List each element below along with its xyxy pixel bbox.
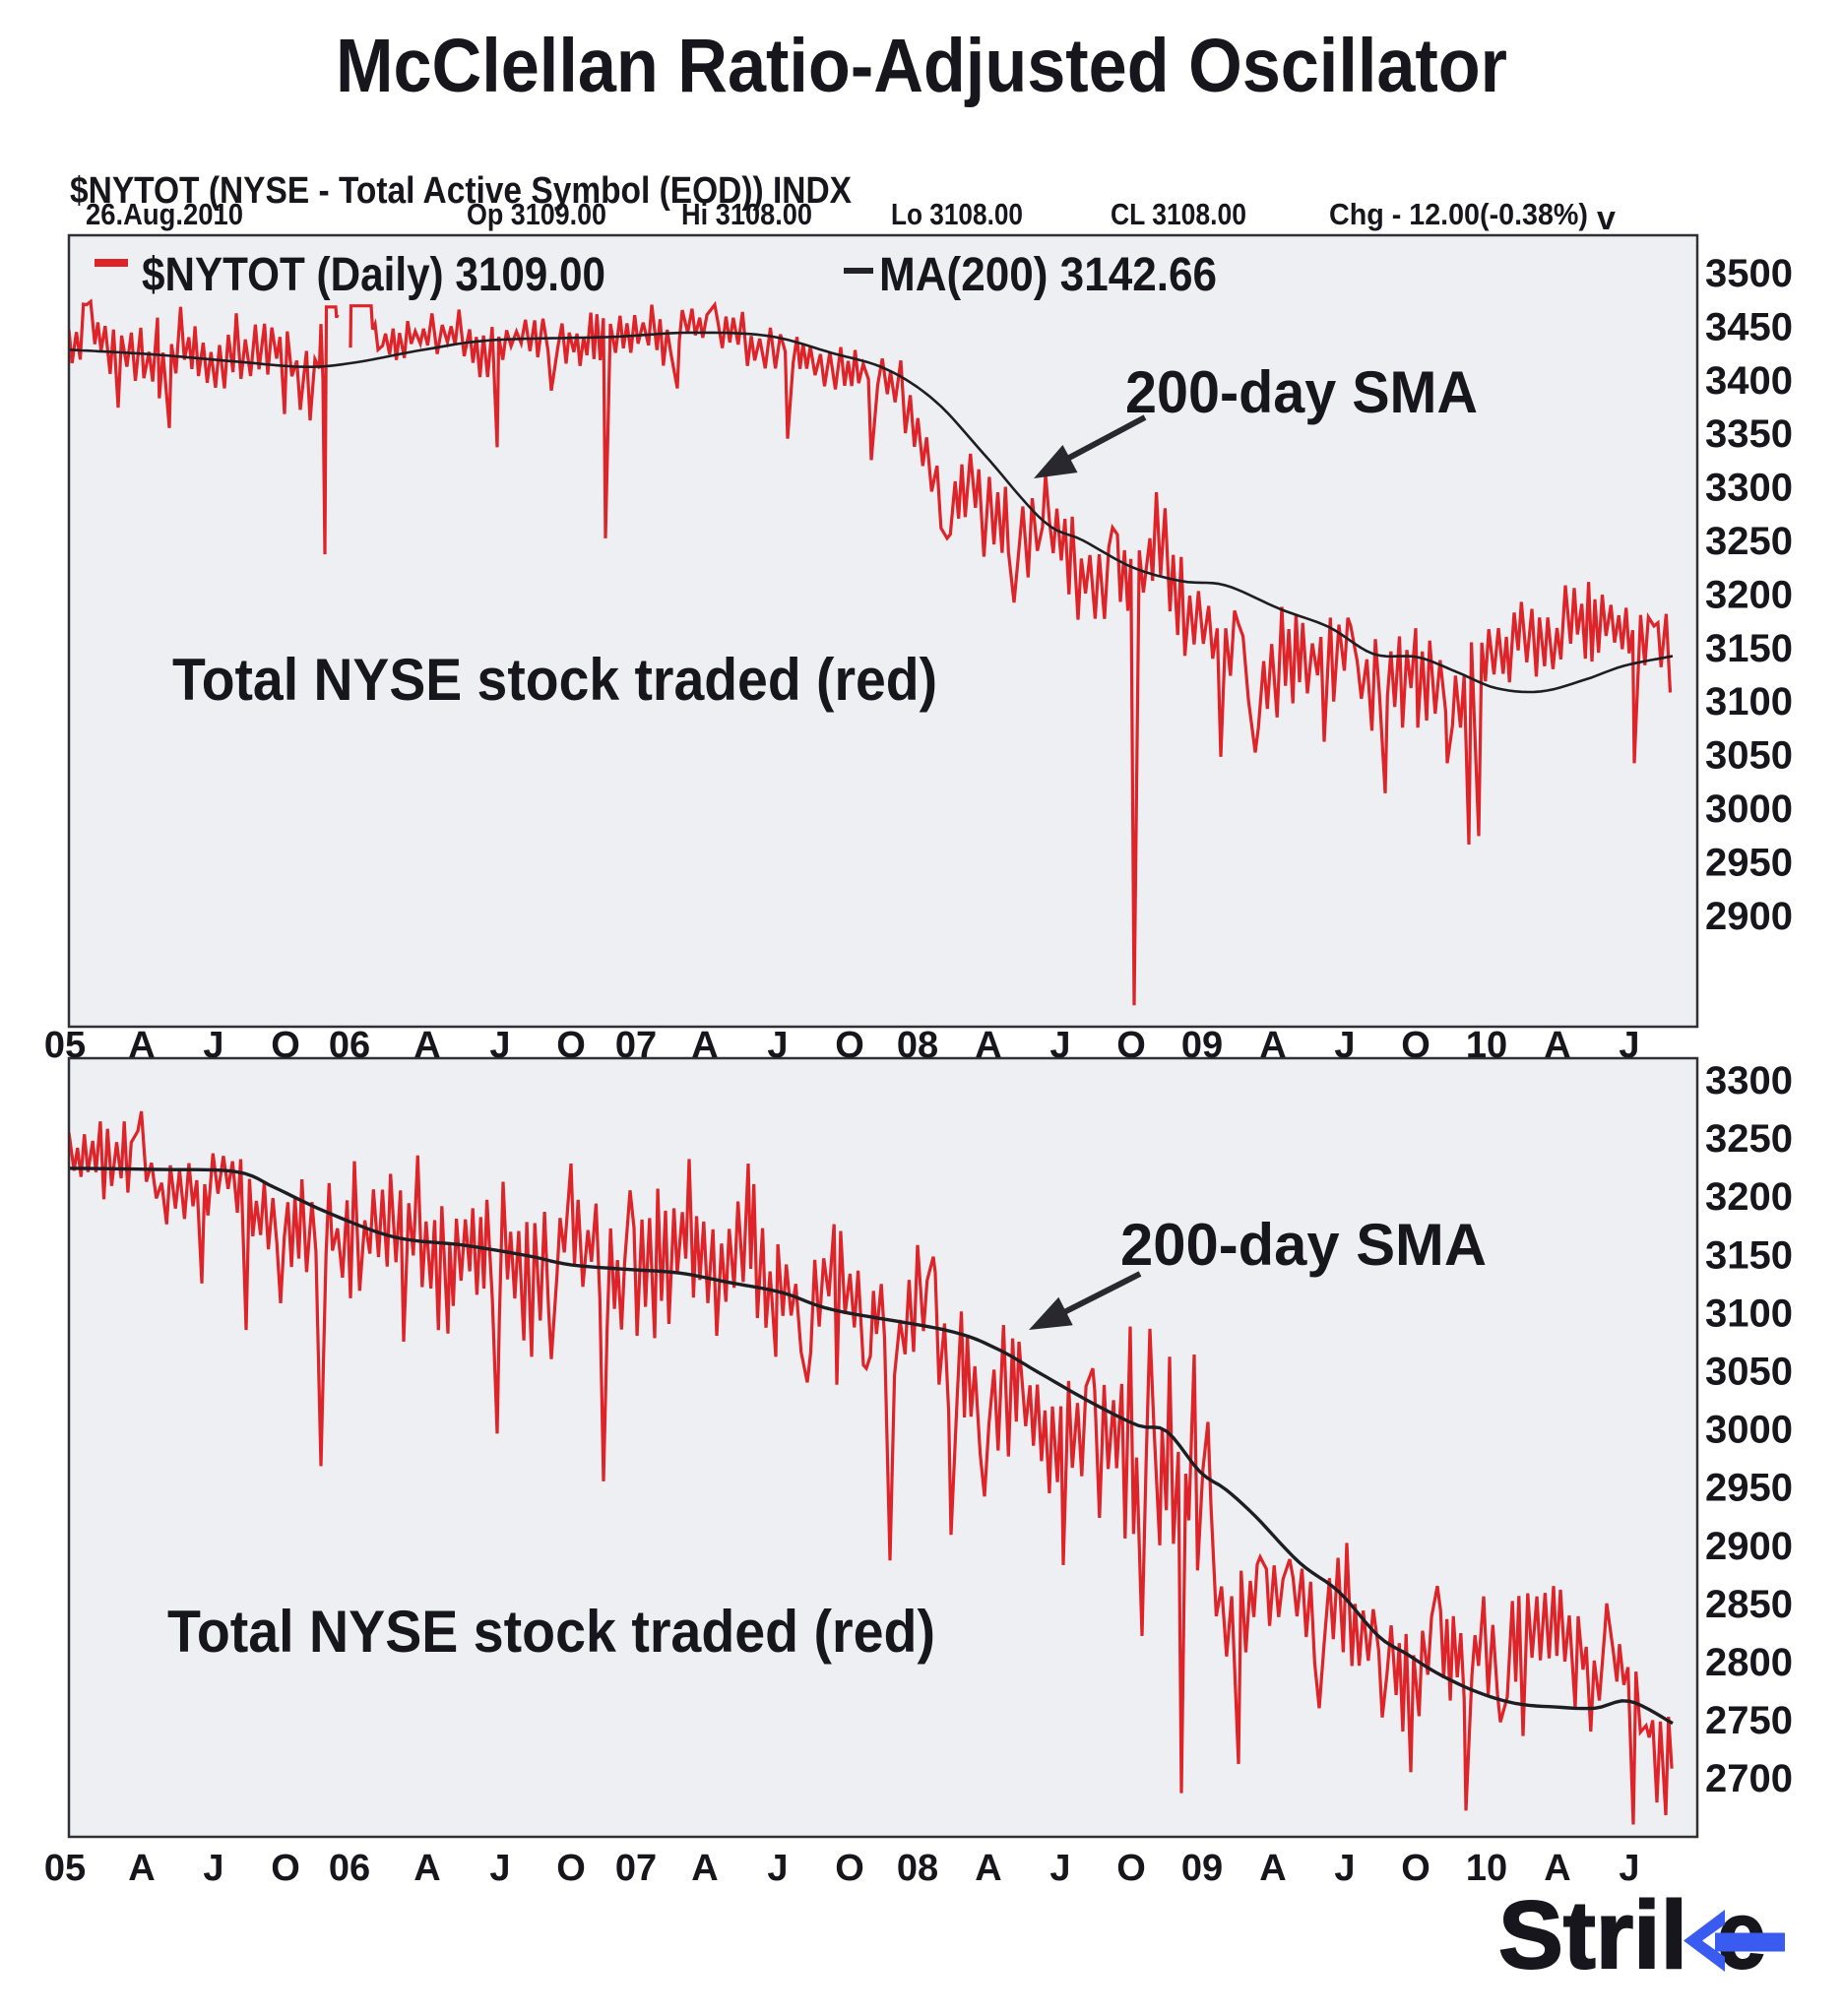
svg-text:A: A [1544,1848,1570,1889]
svg-text:3250: 3250 [1705,520,1793,563]
svg-text:3400: 3400 [1705,359,1793,403]
svg-text:J: J [203,1848,223,1889]
svg-text:J: J [1619,1848,1639,1889]
svg-text:2700: 2700 [1705,1757,1793,1800]
svg-text:J: J [1049,1848,1070,1889]
svg-text:06: 06 [329,1848,370,1889]
svg-text:3100: 3100 [1705,680,1793,724]
svg-text:J: J [1049,1025,1070,1066]
svg-text:J: J [1334,1848,1355,1889]
svg-text:O: O [1116,1848,1146,1889]
svg-text:3200: 3200 [1705,573,1793,616]
svg-text:3150: 3150 [1705,627,1793,670]
svg-text:A: A [128,1848,155,1889]
svg-text:$NYTOT (Daily) 3109.00: $NYTOT (Daily) 3109.00 [142,249,605,301]
svg-text:2900: 2900 [1705,1525,1793,1568]
svg-text:J: J [203,1025,223,1066]
svg-text:2950: 2950 [1705,841,1793,884]
svg-text:J: J [489,1848,510,1889]
svg-text:3050: 3050 [1705,734,1793,778]
svg-text:O: O [1401,1848,1430,1889]
svg-text:J: J [489,1025,510,1066]
svg-text:O: O [556,1848,586,1889]
svg-text:26.Aug.2010: 26.Aug.2010 [86,197,243,231]
svg-text:A: A [975,1025,1001,1066]
svg-text:Op 3109.00: Op 3109.00 [467,197,606,231]
svg-text:3300: 3300 [1705,467,1793,510]
svg-text:O: O [1401,1025,1430,1066]
svg-text:05: 05 [44,1848,86,1889]
svg-text:07: 07 [615,1848,657,1889]
svg-text:A: A [1544,1025,1570,1066]
svg-text:A: A [1259,1025,1286,1066]
svg-text:2850: 2850 [1705,1583,1793,1626]
svg-text:3150: 3150 [1705,1233,1793,1277]
svg-text:$NYTOT (NYSE - Total Active Sy: $NYTOT (NYSE - Total Active Symbol (EOD)… [70,170,853,212]
svg-text:Lo 3108.00: Lo 3108.00 [891,197,1023,231]
svg-text:08: 08 [897,1025,938,1066]
svg-text:3200: 3200 [1705,1175,1793,1219]
svg-text:3000: 3000 [1705,788,1793,831]
svg-text:2900: 2900 [1705,895,1793,938]
svg-text:3250: 3250 [1705,1117,1793,1161]
svg-text:Stril: Stril [1498,1881,1687,1988]
svg-text:3450: 3450 [1705,305,1793,348]
svg-text:CL 3108.00: CL 3108.00 [1111,197,1246,231]
svg-text:Total NYSE stock traded (red): Total NYSE stock traded (red) [167,1599,935,1665]
svg-text:06: 06 [329,1025,370,1066]
svg-text:v: v [1597,200,1616,237]
svg-text:J: J [767,1025,788,1066]
svg-text:J: J [1619,1025,1639,1066]
svg-text:10: 10 [1466,1848,1507,1889]
svg-text:2750: 2750 [1705,1699,1793,1742]
svg-text:Chg - 12.00(-0.38%): Chg - 12.00(-0.38%) [1329,197,1588,231]
svg-text:10: 10 [1466,1025,1507,1066]
svg-text:09: 09 [1181,1848,1223,1889]
svg-text:O: O [556,1025,586,1066]
svg-text:2950: 2950 [1705,1467,1793,1510]
svg-text:200-day SMA: 200-day SMA [1120,1212,1487,1278]
svg-text:A: A [413,1025,440,1066]
svg-text:07: 07 [615,1025,657,1066]
svg-text:O: O [835,1848,864,1889]
svg-text:A: A [691,1025,718,1066]
svg-text:3350: 3350 [1705,412,1793,456]
svg-text:O: O [271,1025,300,1066]
svg-text:A: A [1259,1848,1286,1889]
svg-text:Total NYSE stock traded (red): Total NYSE stock traded (red) [172,647,937,713]
svg-text:3100: 3100 [1705,1292,1793,1335]
svg-text:3300: 3300 [1705,1059,1793,1102]
svg-text:3500: 3500 [1705,252,1793,295]
svg-text:A: A [691,1848,718,1889]
svg-text:05: 05 [44,1025,86,1066]
svg-text:A: A [413,1848,440,1889]
svg-text:O: O [1116,1025,1146,1066]
svg-text:08: 08 [897,1848,938,1889]
svg-text:200-day SMA: 200-day SMA [1125,359,1478,425]
svg-text:J: J [767,1848,788,1889]
svg-text:J: J [1334,1025,1355,1066]
svg-text:O: O [271,1848,300,1889]
svg-text:Hi 3108.00: Hi 3108.00 [681,197,812,231]
svg-text:09: 09 [1181,1025,1223,1066]
svg-text:2800: 2800 [1705,1641,1793,1684]
svg-text:3050: 3050 [1705,1351,1793,1394]
svg-text:McClellan Ratio-Adjusted Oscil: McClellan Ratio-Adjusted Oscillator [336,24,1507,108]
svg-text:O: O [835,1025,864,1066]
svg-text:MA(200) 3142.66: MA(200) 3142.66 [879,249,1217,301]
svg-text:3000: 3000 [1705,1409,1793,1452]
svg-text:A: A [975,1848,1001,1889]
svg-text:A: A [128,1025,155,1066]
